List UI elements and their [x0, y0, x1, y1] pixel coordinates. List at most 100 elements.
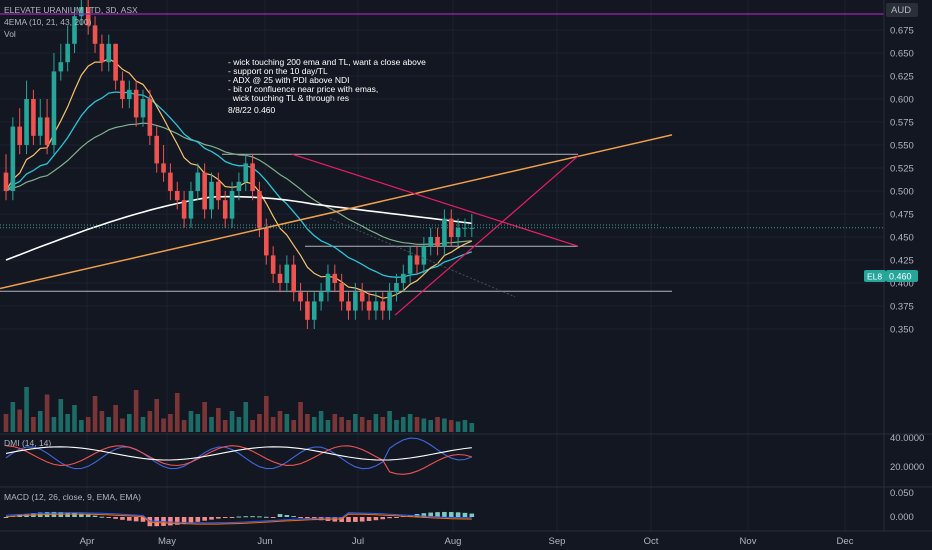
price-tick: 0.425 [890, 256, 914, 267]
macd-histogram-bar [277, 514, 283, 517]
price-tick: 0.575 [890, 118, 914, 129]
ndi-line [5, 445, 472, 475]
volume-bar [65, 414, 70, 432]
macd-histogram-bar [243, 516, 249, 518]
candle-body [85, 7, 91, 26]
macd-histogram-bar [140, 517, 146, 522]
volume-bar [37, 411, 43, 432]
macd-histogram-bar [222, 517, 228, 518]
candle-body [277, 273, 283, 283]
volume-bar [209, 417, 214, 432]
volume-bar [92, 396, 98, 432]
candle-body [414, 255, 420, 265]
volume-bar [401, 417, 406, 432]
symbol-tag[interactable] [864, 270, 886, 282]
note-line-3: - ADX @ 25 with PDI above NDI [228, 75, 350, 85]
volume-bar [243, 402, 249, 432]
candle-body [127, 89, 132, 99]
macd-histogram-bar [120, 517, 125, 520]
ema-legend[interactable]: 4EMA (10, 21, 43, 200) [4, 17, 92, 27]
symbol-title[interactable]: ELEVATE URANIUM LTD, 3D, ASX [4, 5, 138, 15]
last-price-tag[interactable] [886, 270, 918, 282]
macd-histogram-bar [133, 517, 139, 522]
macd-line [5, 512, 472, 524]
macd-tick-0: 0.000 [890, 512, 914, 523]
macd-histogram-bar [257, 516, 262, 518]
annotation-note[interactable]: - wick touching 200 ema and TL, want a c… [228, 57, 426, 115]
month-tick: Apr [80, 536, 95, 547]
candle-body [161, 163, 166, 173]
ema-43-line [5, 122, 472, 246]
price-axis[interactable]: 0.675 0.650 0.625 0.600 0.575 0.550 0.525 0.500… [890, 26, 914, 336]
candle-body [298, 292, 303, 302]
candle-body [216, 181, 221, 201]
month-tick: Nov [740, 536, 757, 547]
note-line-5: wick touching TL & through res [228, 93, 349, 103]
volume-bar [284, 414, 290, 432]
candle-body [133, 89, 139, 118]
volume-bar [168, 414, 173, 432]
macd-histogram-bar [455, 512, 461, 517]
macd-legend[interactable]: MACD (12, 26, close, 9, EMA, EMA) [4, 492, 141, 502]
dmi-legend[interactable]: DMI (14, 14) [4, 438, 51, 448]
volume-bar [140, 417, 146, 432]
price-tick: 0.500 [890, 187, 914, 198]
candle-body [147, 99, 153, 136]
volume-bar [339, 417, 344, 432]
price-tick: 0.475 [890, 210, 914, 221]
macd-histogram-bar [435, 512, 440, 517]
macd-histogram-bar [236, 516, 242, 518]
macd-histogram-bar [373, 517, 379, 521]
volume-bar [414, 417, 420, 432]
volume-bar [387, 411, 392, 432]
candle-body [24, 99, 29, 145]
candle-body [284, 264, 290, 283]
time-axis[interactable]: Apr May Jun Jul Aug Sep Oct Nov Dec [80, 536, 854, 547]
candle-body [257, 191, 262, 228]
volume-bar [325, 420, 331, 432]
currency-badge[interactable] [886, 3, 918, 17]
volume-bar [435, 417, 440, 432]
pdi-line [5, 437, 472, 470]
volume-bar [10, 402, 16, 432]
price-tick: 0.650 [890, 49, 914, 60]
dmi-pane[interactable] [5, 437, 472, 475]
macd-histogram-bar [229, 517, 235, 518]
candle-body [250, 163, 255, 191]
volume-legend[interactable]: Vol [4, 29, 16, 39]
candle-body [188, 191, 194, 219]
month-tick: Sep [549, 536, 566, 547]
macd-histogram-bar [442, 511, 447, 517]
candle-body [140, 99, 146, 118]
candle-body [448, 218, 454, 237]
macd-histogram-bar [168, 517, 173, 526]
candle-body [222, 200, 228, 219]
volume-bar [113, 405, 118, 432]
macd-histogram-bar [462, 512, 468, 517]
volume-bar [133, 390, 139, 432]
dmi-tick-20: 20.0000 [890, 462, 924, 473]
macd-pane[interactable] [3, 511, 475, 527]
dotted-projection-line [329, 218, 516, 298]
candle-body [99, 43, 105, 63]
macd-histogram-bar [380, 517, 386, 520]
macd-histogram-bar [284, 515, 290, 517]
price-tick: 0.375 [890, 302, 914, 313]
volume-bar [222, 420, 228, 432]
month-tick: Jul [352, 536, 364, 547]
volume-bar [3, 414, 9, 432]
volume-bar [380, 417, 386, 432]
macd-histogram-bar [394, 517, 399, 518]
candle-body [195, 172, 201, 191]
candle-body [462, 227, 468, 229]
candle-body [229, 191, 235, 219]
volume-bar [188, 411, 194, 432]
volume-bar [51, 417, 57, 432]
drawing-tools [0, 13, 884, 316]
macd-histogram-bar [216, 517, 221, 519]
macd-histogram-bar [421, 513, 427, 517]
volume-bar [216, 408, 221, 432]
macd-histogram-bar [264, 516, 269, 518]
volume-bar [442, 418, 447, 432]
